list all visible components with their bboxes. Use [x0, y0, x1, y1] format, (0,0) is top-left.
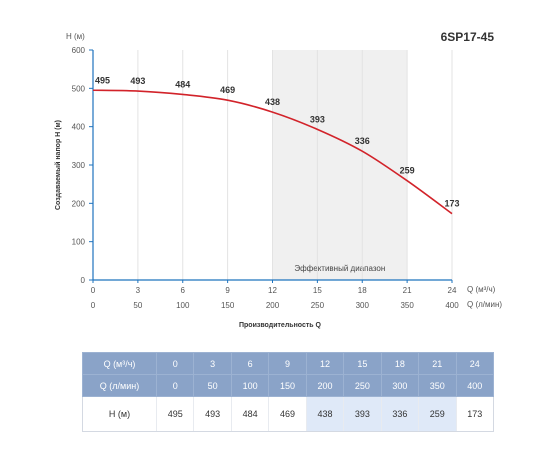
data-label: 173	[444, 199, 459, 209]
table-cell: 9	[268, 352, 307, 375]
table-cell: 493	[193, 396, 232, 432]
table-cell: 18	[380, 352, 420, 375]
table-cell: 12	[305, 352, 345, 375]
table-cell: 469	[268, 396, 307, 432]
y-unit-label: H (м)	[66, 32, 85, 41]
y-tick-label: 100	[72, 238, 86, 247]
table-cell: 300	[380, 374, 420, 397]
table-cell: 400	[455, 374, 494, 397]
x-tick-label-lmin: 50	[133, 301, 142, 310]
table-cell: 259	[418, 396, 456, 432]
table-row-label: H (м)	[82, 396, 157, 432]
table-header-row: Q (л/мин) 0 50 100 150 200 250 300 350 400	[82, 374, 494, 397]
efficient-range-label: Эффективный диапазон	[294, 264, 385, 273]
y-tick-label: 0	[81, 276, 86, 285]
y-axis-title: Создаваемый напор Н (м)	[54, 120, 62, 210]
table-cell: 250	[343, 374, 382, 397]
data-label: 469	[220, 85, 235, 95]
data-label: 393	[310, 114, 325, 124]
x-tick-label-lmin: 400	[445, 301, 459, 310]
x-tick-label-lmin: 150	[221, 301, 235, 310]
y-tick-label: 400	[72, 123, 86, 132]
data-label: 495	[95, 75, 110, 85]
data-label: 336	[355, 136, 370, 146]
table-row-label: Q (м³/ч)	[82, 352, 157, 375]
y-tick-label: 200	[72, 199, 86, 208]
pump-curve-chart: Эффективный диапазон Создаваемый напор Н…	[54, 46, 460, 310]
table-cell: 173	[455, 396, 494, 432]
x-tick-label-m3h: 3	[136, 286, 141, 295]
table-cell: 24	[455, 352, 494, 375]
data-labels: 495 493 484 469 438 393 336 259 173	[95, 75, 460, 208]
x-tick-label-lmin: 300	[356, 301, 370, 310]
x-tick-label-m3h: 0	[91, 286, 96, 295]
x-tick-label-m3h: 15	[313, 286, 322, 295]
y-tick-label: 300	[72, 161, 86, 170]
grid-lines	[137, 50, 453, 280]
data-label: 259	[400, 166, 415, 176]
x-tick-label-lmin: 100	[176, 301, 190, 310]
table-cell: 21	[418, 352, 457, 375]
table-cell: 15	[343, 352, 382, 375]
y-tick-label: 500	[72, 84, 86, 93]
table-cell: 0	[155, 374, 195, 397]
x-tick-label-lmin: 0	[91, 301, 96, 310]
table-row: H (м) 495 493 484 469 438 393 336 259 173	[82, 396, 494, 432]
data-label: 438	[265, 97, 280, 107]
table-cell: 438	[305, 396, 344, 432]
table-cell: 6	[230, 352, 270, 375]
x-tick-label-lmin: 200	[266, 301, 280, 310]
x-tick-label-m3h: 24	[448, 286, 457, 295]
x-tick-label-m3h: 6	[181, 286, 186, 295]
x-tick-label-m3h: 9	[225, 286, 230, 295]
x-tick-label-m3h: 12	[268, 286, 277, 295]
x-tick-label-lmin: 250	[311, 301, 325, 310]
data-label: 493	[130, 76, 145, 86]
table-cell: 200	[305, 374, 345, 397]
head-curve	[92, 89, 453, 215]
table-cell: 150	[268, 374, 307, 397]
table-cell: 3	[193, 352, 232, 375]
x-tick-label-m3h: 21	[403, 286, 412, 295]
table-cell: 100	[230, 374, 270, 397]
data-label: 484	[175, 79, 190, 89]
table-cell: 495	[155, 396, 194, 432]
efficient-range-rect	[272, 50, 408, 280]
x-unit-primary: Q (м³/ч)	[467, 285, 496, 294]
table-cell: 393	[343, 396, 382, 432]
x-tick-label-lmin: 350	[400, 301, 414, 310]
table-cell: 0	[155, 352, 195, 375]
table-row-label: Q (л/мин)	[82, 374, 157, 397]
efficient-range-band: Эффективный диапазон	[272, 50, 408, 280]
table-cell: 350	[418, 374, 457, 397]
x-axis-title: Производительность Q	[238, 322, 321, 329]
table-cell: 50	[193, 374, 232, 397]
y-tick-labels: 0 100 200 300 400 500 600	[72, 46, 93, 285]
performance-table: Q (м³/ч) 0 3 6 9 12 15 18 21 24 Q (л/мин) 0 50 100 150…	[82, 352, 494, 432]
model-title: 6SP17-45	[440, 30, 494, 44]
y-tick-label: 600	[72, 46, 86, 55]
table-header-row: Q (м³/ч) 0 3 6 9 12 15 18 21 24	[82, 352, 494, 375]
x-tick-label-m3h: 18	[358, 286, 367, 295]
table-cell: 484	[230, 396, 269, 432]
head-curve-path	[92, 89, 453, 215]
table-cell: 336	[380, 396, 419, 432]
x-unit-secondary: Q (л/мин)	[467, 300, 503, 309]
